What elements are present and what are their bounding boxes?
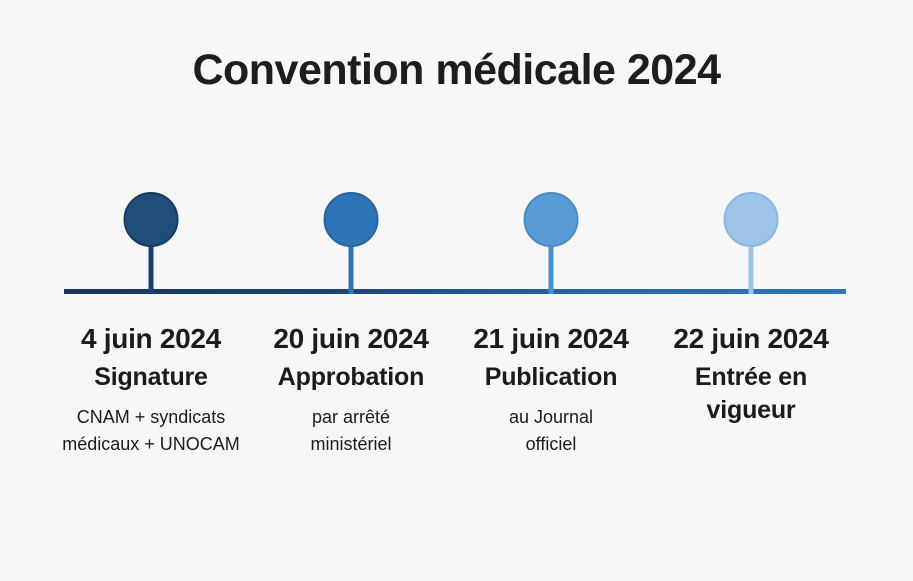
- milestone-text-column: 20 juin 2024 Approbation par arrêté mini…: [235, 322, 467, 458]
- milestone-stem: [148, 240, 154, 294]
- milestone-date: 4 juin 2024: [81, 323, 221, 354]
- milestone-dot: [323, 192, 379, 247]
- milestone-date: 21 juin 2024: [473, 323, 629, 354]
- page-title: Convention médicale 2024: [192, 46, 721, 94]
- milestone-stem: [548, 240, 554, 294]
- milestone-text-column: 21 juin 2024 Publication au Journal offi…: [435, 322, 667, 458]
- milestone-stem: [748, 240, 754, 294]
- milestone-stem: [348, 240, 354, 294]
- milestone-detail: au Journal officiel: [508, 407, 594, 454]
- milestone-label: Approbation: [277, 363, 425, 391]
- timeline-axis-line: [64, 289, 846, 294]
- milestone-label: Publication: [484, 363, 618, 391]
- milestone-detail: CNAM + syndicats médicaux + UNOCAM: [62, 407, 240, 454]
- milestone-label: Entrée en vigueur: [694, 363, 808, 424]
- milestone-date: 22 juin 2024: [673, 323, 829, 354]
- milestone-text-column: 4 juin 2024 Signature CNAM + syndicats m…: [35, 322, 267, 458]
- milestone-dot: [723, 192, 779, 247]
- milestone-dot: [523, 192, 579, 247]
- milestone-detail: par arrêté ministériel: [310, 407, 392, 454]
- milestone-label: Signature: [94, 363, 208, 391]
- milestone-dot: [123, 192, 179, 247]
- milestone-text-column: 22 juin 2024 Entrée en vigueur: [635, 322, 867, 437]
- milestone-date: 20 juin 2024: [273, 323, 429, 354]
